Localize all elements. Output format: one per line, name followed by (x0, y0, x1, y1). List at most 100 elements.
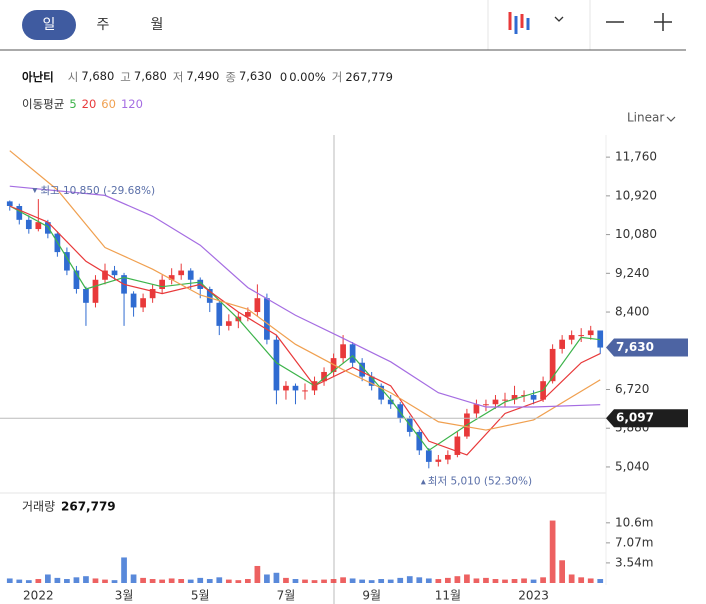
info-label: 종 (225, 70, 236, 84)
tab-active-bg[interactable] (22, 10, 76, 40)
candle-body (140, 298, 146, 308)
volume-bar (273, 572, 280, 583)
volume-bar (73, 577, 80, 583)
volume-bar (597, 579, 604, 583)
volume-bar (502, 579, 508, 583)
x-tick-label: 3월 (115, 589, 134, 603)
volume-bar (302, 579, 308, 583)
volume-bar (83, 576, 89, 583)
candle-body (473, 404, 480, 414)
volume-bar (530, 579, 537, 583)
info-value: 7,490 (186, 69, 220, 83)
ma-items: 5 20 60 120 (69, 97, 143, 111)
volume-bar (340, 577, 346, 583)
ma-legend: 이동평균 5 20 60 120 (22, 95, 143, 113)
volume-bar (330, 579, 337, 583)
volume-bar (292, 579, 299, 583)
tab[interactable]: 주 (97, 17, 110, 33)
candle-body (578, 335, 585, 337)
candle-body (273, 339, 280, 391)
volume-bar (254, 565, 261, 583)
volume-bar (197, 577, 204, 583)
volume-bar (216, 577, 223, 583)
candle-body (378, 385, 385, 400)
x-tick-label: 2023 (518, 589, 549, 603)
ma-legend-item: 60 (101, 97, 116, 111)
candle-body (597, 330, 604, 348)
info-label: 시 (67, 70, 79, 84)
change-pct: 0.00% (289, 70, 326, 84)
zoom-in[interactable] (654, 13, 672, 31)
volume-bar (159, 579, 165, 583)
candle-body (435, 459, 442, 462)
candle-body (292, 385, 299, 391)
x-tick-label: 5월 (191, 589, 210, 603)
candle-body (387, 399, 394, 405)
candle-body (92, 279, 99, 303)
candle-body (178, 270, 185, 276)
dropdown-chevron[interactable] (554, 16, 564, 22)
x-tick-label: 11월 (435, 589, 461, 603)
max-annotation: 최고 10,850 (-29.68%) (40, 185, 155, 197)
volume-bar (359, 579, 365, 583)
volume-tick-label: 3.54m (615, 555, 653, 569)
volume-bar (568, 574, 575, 583)
volume-bar (368, 580, 375, 583)
volume-bar (235, 580, 242, 583)
candle-body (502, 399, 508, 401)
candle-body (416, 431, 423, 451)
candle-body (187, 270, 194, 280)
candle-body (368, 376, 375, 386)
tab[interactable]: 월 (151, 17, 164, 33)
candle-body (425, 450, 432, 462)
candle-body (283, 385, 289, 391)
candle-body (511, 395, 518, 400)
volume-bar (92, 578, 99, 583)
candle-body (349, 344, 356, 363)
volume-bar (464, 574, 470, 583)
candle-body (168, 275, 175, 280)
tab[interactable]: 일 (43, 17, 56, 33)
volume-bar (283, 577, 289, 583)
candle-body (483, 404, 489, 406)
ma-line (9, 150, 601, 431)
y-tick-label: 8,400 (615, 305, 649, 319)
crosshair-badge (606, 409, 688, 428)
min-marker (420, 479, 426, 485)
candle-body (149, 288, 156, 299)
candle-body (225, 321, 232, 326)
chart-type-icon[interactable] (508, 12, 530, 34)
candle-body (568, 335, 575, 340)
max-marker (32, 188, 38, 194)
ma-line (9, 185, 601, 408)
volume-bar (511, 579, 518, 583)
stock-name: 아난티 (22, 70, 54, 84)
volume-bar (245, 579, 251, 583)
candle-body (340, 344, 346, 359)
volume-bar (6, 578, 13, 583)
volume-bar (549, 520, 556, 583)
ma-legend-item: 20 (81, 97, 97, 111)
volume-title: 거래량 (22, 500, 55, 514)
x-tick-label: 7월 (277, 589, 296, 603)
volume-value: 267,779 (61, 500, 116, 514)
volume-bar (587, 578, 594, 583)
volume-bar (387, 579, 394, 583)
scale-chevron[interactable] (666, 116, 676, 122)
volume-bar (64, 579, 70, 583)
candle-body (73, 270, 80, 289)
candle-body (454, 436, 461, 455)
candle-body (16, 206, 23, 220)
volume-bar (425, 578, 432, 583)
candle-body (397, 404, 404, 419)
info-label: 고 (120, 70, 131, 84)
volume-bar (349, 578, 356, 583)
volume-bar (406, 576, 413, 583)
x-tick-label: 2022 (23, 589, 54, 603)
volume-bar (492, 579, 499, 583)
volume-bar (578, 577, 585, 583)
scale-mode[interactable]: Linear (627, 111, 664, 125)
y-tick-label: 11,760 (615, 150, 657, 164)
crosshair-label: 6,097 (616, 411, 654, 425)
